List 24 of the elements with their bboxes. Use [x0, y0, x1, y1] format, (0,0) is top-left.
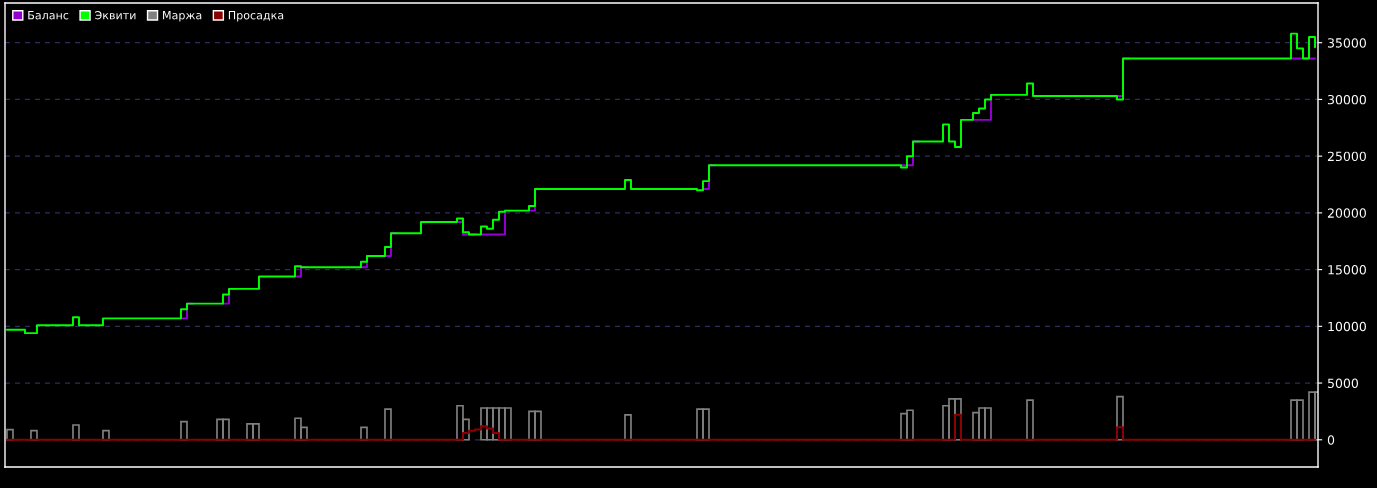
bar: [102, 429, 110, 441]
bar: [624, 413, 632, 441]
y-tick-label: 5000: [1327, 378, 1359, 388]
bar: [6, 428, 14, 441]
y-tick-label: 10000: [1328, 321, 1366, 332]
bar: [30, 429, 38, 441]
bar: [1308, 391, 1316, 441]
bar: [972, 411, 980, 441]
y-tick-label: 30000: [1327, 94, 1366, 105]
y-tick-label: 35000: [1327, 38, 1366, 48]
y-tick-label: 0: [1327, 435, 1335, 445]
bar: [72, 424, 80, 441]
y-tick-label: 25000: [1327, 151, 1366, 162]
bar: [384, 408, 392, 441]
y-tick-label: 20000: [1327, 208, 1366, 218]
bar: [1026, 399, 1034, 441]
legend-label: Баланс: [28, 11, 69, 20]
legend-label: Просадка: [228, 11, 284, 22]
y-tick-label: 15000: [1328, 265, 1366, 275]
legend-label: Маржа: [163, 11, 202, 22]
bar: [180, 420, 188, 441]
bar: [360, 426, 368, 441]
legend-label: Эквити: [95, 10, 136, 20]
bar: [480, 407, 488, 441]
